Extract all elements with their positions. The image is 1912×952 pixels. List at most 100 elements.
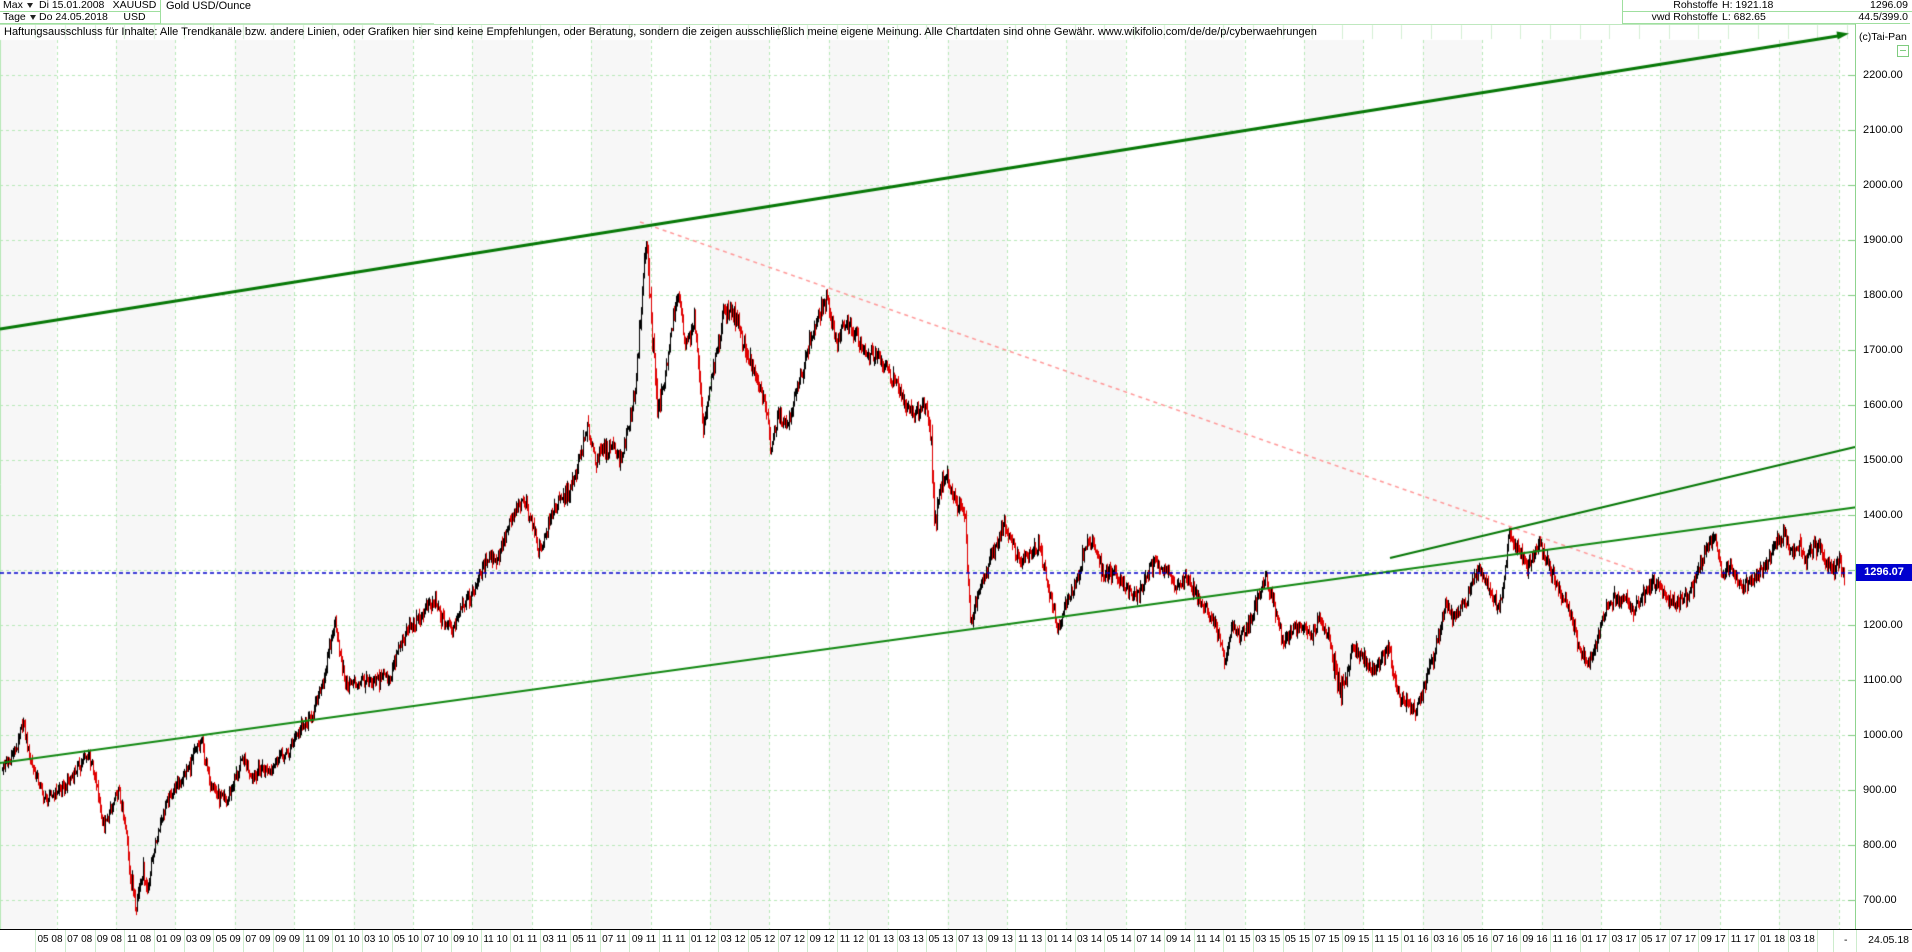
period-low-text: L: 682.65 xyxy=(1722,12,1766,23)
x-axis-label: 05 08 xyxy=(37,934,63,945)
x-axis-label: 03 11 xyxy=(542,934,568,945)
y-axis-label: 1500.00 xyxy=(1863,454,1903,466)
currency-text: USD xyxy=(123,12,146,23)
x-axis-label: 09 11 xyxy=(631,934,657,945)
feed-group-text: Rohstoffe xyxy=(1673,0,1718,11)
axis-separator xyxy=(1371,930,1373,952)
x-axis-label: 07 09 xyxy=(245,934,271,945)
axis-separator xyxy=(955,930,957,952)
axis-separator xyxy=(1757,930,1759,952)
axis-separator xyxy=(926,930,928,952)
y-axis-label: 1400.00 xyxy=(1863,509,1903,521)
symbol-text: XAUUSD xyxy=(112,0,157,11)
axis-separator xyxy=(1401,930,1403,952)
axis-separator xyxy=(569,930,571,952)
x-axis-label: 09 08 xyxy=(96,934,122,945)
y-axis-label: 2200.00 xyxy=(1863,69,1903,81)
x-axis-label: 05 14 xyxy=(1106,934,1132,945)
x-axis-label: 11 16 xyxy=(1552,934,1577,945)
axis-separator xyxy=(451,930,452,952)
axis-separator xyxy=(1223,930,1225,952)
x-axis-label: 09 15 xyxy=(1344,934,1370,945)
axis-separator xyxy=(64,930,66,952)
x-axis-label: 01 12 xyxy=(690,934,716,945)
x-axis-label: 11 10 xyxy=(483,934,508,945)
axis-separator xyxy=(1520,930,1522,952)
axis-separator xyxy=(183,930,185,952)
x-axis-label: 05 10 xyxy=(393,934,419,945)
axis-separator xyxy=(629,930,631,952)
x-axis-label: 03 16 xyxy=(1433,934,1459,945)
price-axis[interactable]: (c)Tai-Pan 1296.07 2200.00 2100.00 2000.00… xyxy=(1855,24,1912,929)
axis-separator xyxy=(1728,930,1730,952)
x-axis-label: 07 17 xyxy=(1670,934,1697,945)
axis-separator xyxy=(1342,930,1343,952)
symbol-label: XAUUSD xyxy=(109,0,161,12)
x-axis-label: 07 13 xyxy=(958,934,984,945)
chart-title: Gold USD/Ounce xyxy=(161,0,434,24)
x-axis-label: 05 15 xyxy=(1284,934,1310,945)
x-axis-label: 11 13 xyxy=(1017,934,1043,945)
x-axis-label: 07 16 xyxy=(1492,934,1518,945)
currency-label: USD xyxy=(109,12,161,24)
x-axis-label: 09 14 xyxy=(1166,934,1192,945)
x-axis-label: 01 09 xyxy=(156,934,182,945)
x-axis-label: 07 12 xyxy=(779,934,806,945)
x-axis-label: 09 16 xyxy=(1522,934,1548,945)
axis-separator xyxy=(777,930,779,952)
range-dropdown-label: Max xyxy=(3,0,23,11)
x-axis-label: 01 11 xyxy=(513,934,538,945)
x-axis-label: 05 09 xyxy=(215,934,241,945)
x-axis-label: 03 10 xyxy=(364,934,390,945)
x-axis-label: 03 14 xyxy=(1076,934,1103,945)
y-axis-label: 2000.00 xyxy=(1863,179,1903,191)
feed-source-text: vwd Rohstoffe xyxy=(1651,12,1718,23)
x-axis-label: 03 18 xyxy=(1789,934,1815,945)
interval-dropdown[interactable]: Tage xyxy=(0,12,39,24)
x-axis-label: 01 18 xyxy=(1760,934,1786,945)
period-high-label: H: 1921.18 xyxy=(1718,0,1797,12)
date-from-label: Di 15.01.2008 xyxy=(39,0,105,11)
axis-separator xyxy=(866,930,868,952)
date-from-field[interactable]: Di 15.01.2008 xyxy=(36,0,112,12)
range-dropdown[interactable]: Max xyxy=(0,0,39,12)
axis-separator xyxy=(1698,930,1700,952)
axis-separator xyxy=(124,930,126,952)
x-axis-label: 03 12 xyxy=(720,934,746,945)
axis-separator xyxy=(94,930,96,952)
last-price-label: 1296.09 xyxy=(1793,0,1912,12)
chart-title-text: Gold USD/Ounce xyxy=(166,0,251,12)
axis-separator xyxy=(1193,930,1195,952)
x-axis-label: 11 08 xyxy=(126,934,152,945)
x-axis-label: 07 15 xyxy=(1314,934,1340,945)
y-axis-label: 1000.00 xyxy=(1863,729,1903,741)
axis-separator xyxy=(896,930,898,952)
axis-separator xyxy=(1639,930,1640,952)
axis-separator xyxy=(213,930,215,952)
x-axis-label: 05 11 xyxy=(572,934,597,945)
axis-separator xyxy=(1431,930,1433,952)
axis-separator xyxy=(1833,930,1834,952)
x-axis-label: 05 12 xyxy=(750,934,776,945)
time-axis[interactable]: - 24.05.18 05 08 07 08 09 08 11 08 01 09 03 0… xyxy=(0,929,1912,952)
x-axis-label: 01 16 xyxy=(1403,934,1429,945)
axis-separator xyxy=(985,930,987,952)
axis-separator xyxy=(1856,930,1857,952)
axis-separator xyxy=(1817,930,1819,952)
x-axis-label: 01 14 xyxy=(1047,934,1073,945)
axis-separator xyxy=(1282,930,1284,952)
collapse-icon[interactable] xyxy=(1897,45,1909,57)
x-axis-label: 11 14 xyxy=(1196,934,1221,945)
axis-separator xyxy=(480,930,482,952)
y-axis-label: 900.00 xyxy=(1863,784,1897,796)
axis-separator xyxy=(837,930,839,952)
y-axis-label: 700.00 xyxy=(1863,894,1897,906)
date-to-field[interactable]: Do 24.05.2018 xyxy=(36,12,112,24)
axis-separator xyxy=(510,930,512,952)
x-axis-label: 11 17 xyxy=(1730,934,1756,945)
period-low-label: L: 682.65 xyxy=(1718,12,1797,24)
change-text: 44.5/399.0 xyxy=(1858,12,1908,23)
x-axis-label: 03 17 xyxy=(1611,934,1637,945)
